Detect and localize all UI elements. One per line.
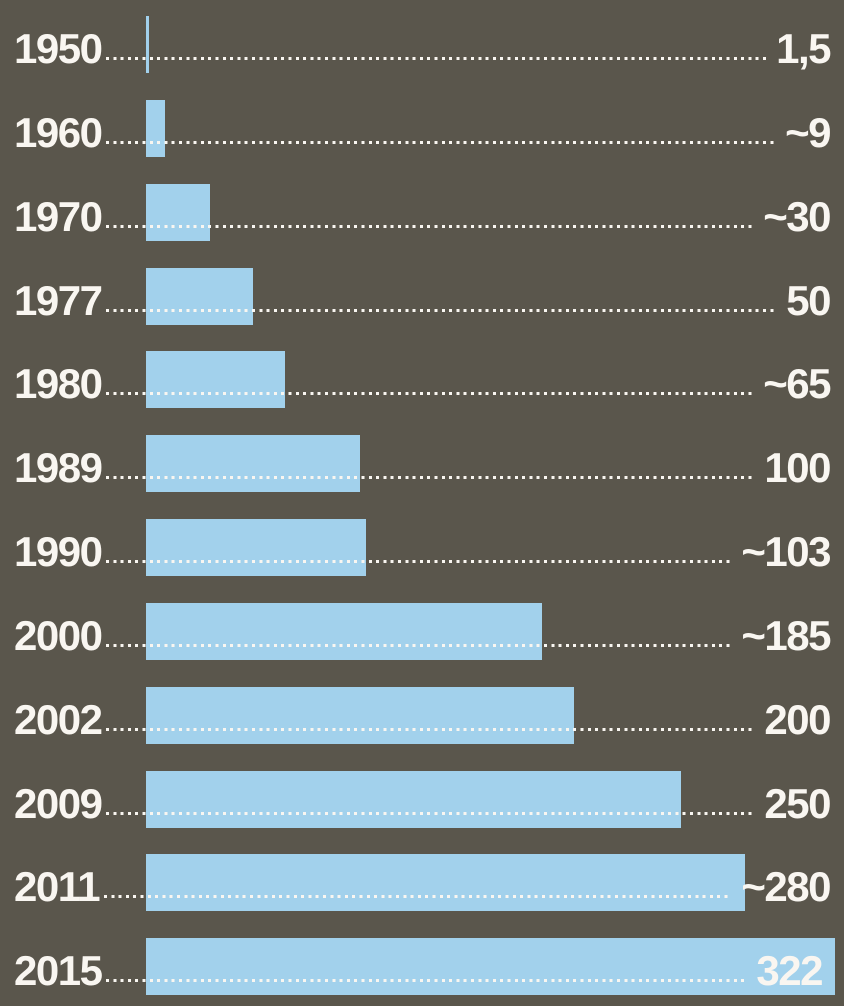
value-bar [146, 938, 835, 996]
chart-row: 1989 100 [0, 419, 844, 503]
value-bar [146, 854, 746, 912]
leader-dots [106, 643, 732, 647]
year-label: 1977 [14, 276, 103, 324]
chart-row: 1950 1,5 [0, 0, 844, 84]
chart-row: 1970 ~30 [0, 168, 844, 252]
year-label: 2015 [14, 947, 103, 995]
leader-dots [106, 560, 732, 563]
year-label: 2011 [14, 863, 101, 911]
leader-dots [106, 140, 776, 144]
chart-row: 2002 200 [0, 671, 844, 755]
year-label: 1980 [14, 360, 103, 408]
value-label: ~103 [741, 528, 831, 575]
value-bar [146, 602, 542, 660]
year-label: 1989 [14, 444, 103, 492]
row-line: 2011 ~280 [14, 838, 831, 911]
leader-dots [106, 727, 755, 731]
row-line: 1970 ~30 [14, 168, 831, 240]
year-label: 2002 [14, 695, 103, 743]
row-line: 1960 ~9 [14, 84, 831, 156]
leader-dots [104, 895, 732, 899]
value-label: ~9 [785, 108, 831, 156]
row-line: 2009 250 [14, 755, 831, 827]
value-label: ~185 [741, 611, 831, 659]
leader-dots [106, 308, 777, 312]
chart-row: 2000 ~185 [0, 587, 844, 671]
year-label: 2009 [14, 779, 103, 827]
row-line: 1980 ~65 [14, 335, 831, 408]
value-label: 50 [786, 276, 831, 324]
value-label: 200 [764, 695, 831, 743]
chart-row: 2011 ~280 [0, 838, 844, 922]
chart-row: 1990 ~103 [0, 503, 844, 587]
value-bar [146, 686, 574, 744]
value-bar [146, 770, 681, 828]
value-label: ~30 [763, 192, 831, 240]
leader-dots [106, 476, 755, 480]
year-label: 2000 [14, 611, 103, 659]
leader-dots [106, 979, 747, 983]
value-bar [146, 183, 211, 241]
year-label: 1970 [14, 192, 103, 240]
value-bar [146, 519, 367, 576]
year-label: 1990 [14, 528, 103, 575]
leader-dots [106, 224, 754, 228]
leader-dots [106, 392, 754, 396]
value-label: ~65 [763, 360, 831, 408]
row-line: 1990 ~103 [14, 503, 831, 575]
value-bar [146, 16, 150, 73]
value-label: 250 [764, 779, 831, 827]
value-label: 322 [756, 947, 823, 995]
value-bar [146, 351, 286, 409]
chart-row: 1977 50 [0, 252, 844, 336]
value-bar [146, 435, 360, 493]
row-line: 2000 ~185 [14, 587, 831, 659]
row-line: 1977 50 [14, 252, 831, 324]
chart-row: 2009 250 [0, 755, 844, 839]
value-label: ~280 [741, 863, 831, 911]
row-line: 2002 200 [14, 671, 831, 743]
chart-row: 1980 ~65 [0, 335, 844, 419]
year-label: 1950 [14, 25, 103, 72]
row-line: 1950 1,5 [14, 0, 831, 72]
chart-row: 1960 ~9 [0, 84, 844, 168]
leader-dots [106, 811, 755, 815]
row-line: 1989 100 [14, 419, 831, 492]
leader-dots [106, 57, 767, 60]
chart-row: 2015 322 [0, 922, 844, 1006]
value-label: 100 [764, 444, 831, 492]
row-line: 2015 322 [14, 922, 830, 992]
value-bar [146, 267, 253, 325]
value-label: 1,5 [776, 25, 831, 72]
year-label: 1960 [14, 108, 103, 156]
